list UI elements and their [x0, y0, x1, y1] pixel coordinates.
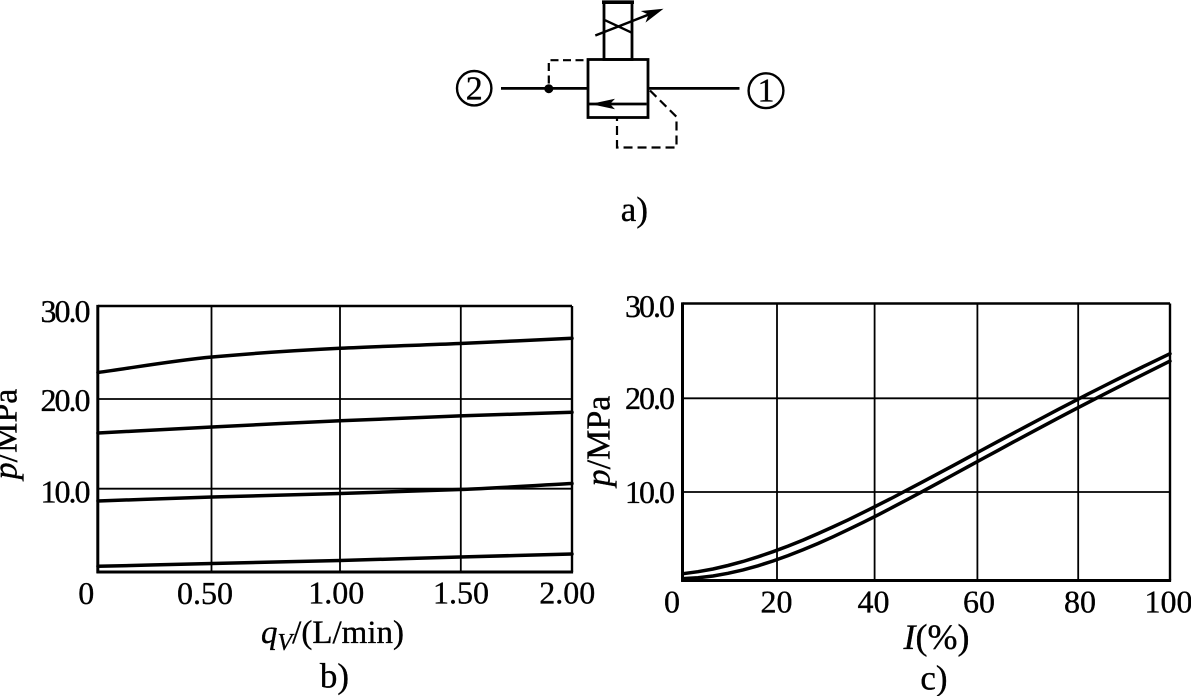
svg-text:1.50: 1.50 — [433, 575, 489, 611]
svg-text:20: 20 — [761, 584, 793, 620]
svg-text:10.0: 10.0 — [625, 474, 675, 510]
svg-text:0: 0 — [78, 575, 94, 611]
svg-text:0.50: 0.50 — [177, 575, 233, 611]
svg-text:100: 100 — [1145, 584, 1191, 620]
svg-text:1.00: 1.00 — [308, 575, 364, 611]
svg-text:20.0: 20.0 — [625, 380, 675, 416]
svg-text:10.0: 10.0 — [41, 474, 91, 510]
svg-text:qV/(L/min): qV/(L/min) — [261, 615, 404, 656]
svg-text:I(%): I(%) — [903, 617, 970, 657]
svg-text:40: 40 — [858, 584, 890, 620]
svg-text:20.0: 20.0 — [41, 382, 91, 418]
svg-text:30.0: 30.0 — [625, 288, 675, 324]
svg-text:a): a) — [621, 190, 648, 229]
svg-text:30.0: 30.0 — [41, 293, 91, 329]
svg-text:2.00: 2.00 — [539, 575, 595, 611]
svg-text:p/MPa: p/MPa — [0, 389, 25, 482]
svg-text:p/MPa: p/MPa — [581, 396, 618, 489]
svg-text:b): b) — [320, 657, 349, 696]
svg-text:1: 1 — [758, 72, 775, 109]
svg-text:60: 60 — [963, 584, 995, 620]
svg-text:c): c) — [920, 659, 947, 696]
svg-text:2: 2 — [466, 70, 483, 107]
svg-text:80: 80 — [1064, 584, 1096, 620]
svg-text:0: 0 — [664, 584, 680, 620]
